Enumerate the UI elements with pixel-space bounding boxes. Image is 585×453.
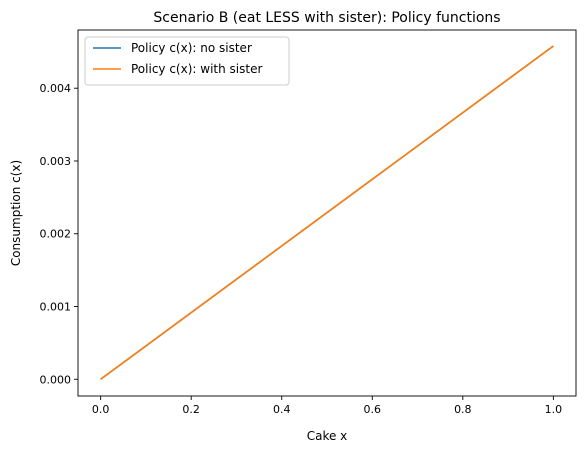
legend-label-2: Policy c(x): with sister	[131, 62, 262, 76]
y-tick-label: 0.001	[40, 301, 72, 314]
x-axis-label: Cake x	[307, 429, 348, 443]
y-tick-label: 0.003	[40, 155, 72, 168]
series-line-2	[100, 45, 554, 380]
legend: Policy c(x): no sister Policy c(x): with …	[84, 36, 290, 86]
legend-label-1: Policy c(x): no sister	[131, 41, 252, 55]
x-tick-label: 0.2	[182, 403, 200, 416]
x-tick-label: 0.8	[454, 403, 472, 416]
chart-title: Scenario B (eat LESS with sister): Polic…	[153, 10, 500, 26]
x-tick-label: 0.6	[364, 403, 382, 416]
y-tick-label: 0.004	[40, 82, 72, 95]
x-axis: 0.0 0.2 0.4 0.6 0.8 1.0	[92, 396, 562, 416]
plot-area	[100, 45, 554, 380]
x-tick-label: 1.0	[545, 403, 563, 416]
y-axis: 0.000 0.001 0.002 0.003 0.004	[40, 82, 78, 386]
legend-box	[84, 36, 290, 86]
plot-frame	[77, 29, 577, 397]
x-tick-label: 0.0	[92, 403, 110, 416]
y-tick-label: 0.000	[40, 373, 72, 386]
x-tick-label: 0.4	[273, 403, 291, 416]
y-tick-label: 0.002	[40, 228, 72, 241]
y-axis-label: Consumption c(x)	[9, 160, 23, 266]
